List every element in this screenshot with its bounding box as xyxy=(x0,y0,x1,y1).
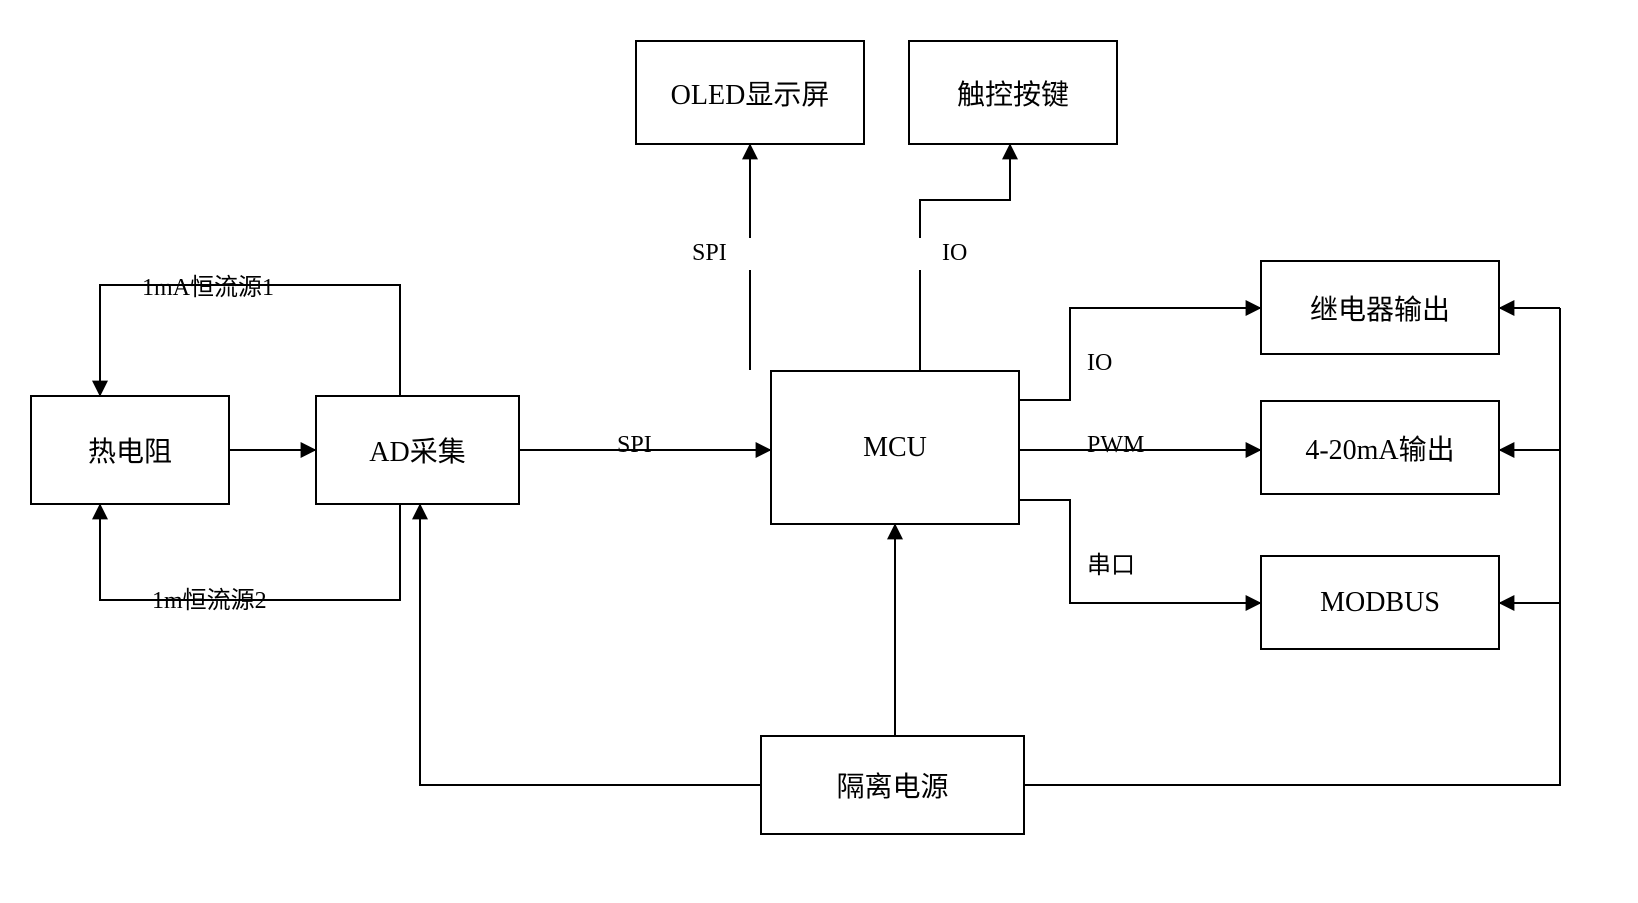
edge-mcu-touch-b xyxy=(920,145,1010,238)
edge-loop1 xyxy=(100,285,400,395)
diagram-wires xyxy=(0,0,1638,903)
edge-mcu-modbus xyxy=(1020,500,1260,603)
edge-mcu-relay xyxy=(1020,308,1260,400)
edge-loop2 xyxy=(100,505,400,600)
edge-power-right-bus xyxy=(1025,308,1560,785)
edge-power-ad xyxy=(420,505,760,785)
